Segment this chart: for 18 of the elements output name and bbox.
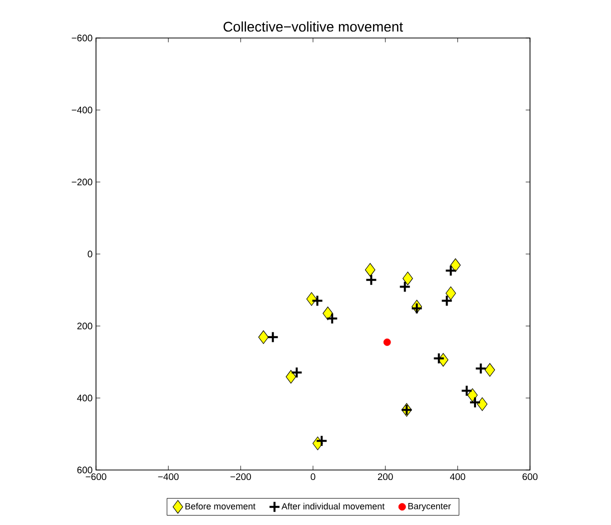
y-tick-label: 0: [88, 250, 92, 258]
legend-label: Before movement: [185, 502, 256, 510]
y-tick-label: −600: [72, 34, 92, 42]
y-tick-label: 400: [77, 394, 92, 402]
x-tick-label: 600: [522, 473, 538, 480]
legend-label: After individual movement: [282, 502, 385, 510]
legend-label: Barycenter: [408, 503, 451, 512]
x-tick-label: 400: [450, 473, 466, 480]
x-tick-label: −200: [230, 473, 251, 480]
y-tick-label: −200: [72, 178, 92, 186]
chart-title: Collective−volitive movement: [224, 21, 403, 32]
x-tick-label: −400: [158, 473, 179, 480]
y-tick-label: 200: [77, 322, 92, 330]
y-tick-label: 600: [77, 466, 92, 474]
x-tick-label: 0: [310, 473, 316, 480]
y-tick-label: −400: [72, 106, 92, 114]
x-tick-label: 200: [378, 473, 393, 480]
x-tick-label: −600: [86, 473, 106, 480]
